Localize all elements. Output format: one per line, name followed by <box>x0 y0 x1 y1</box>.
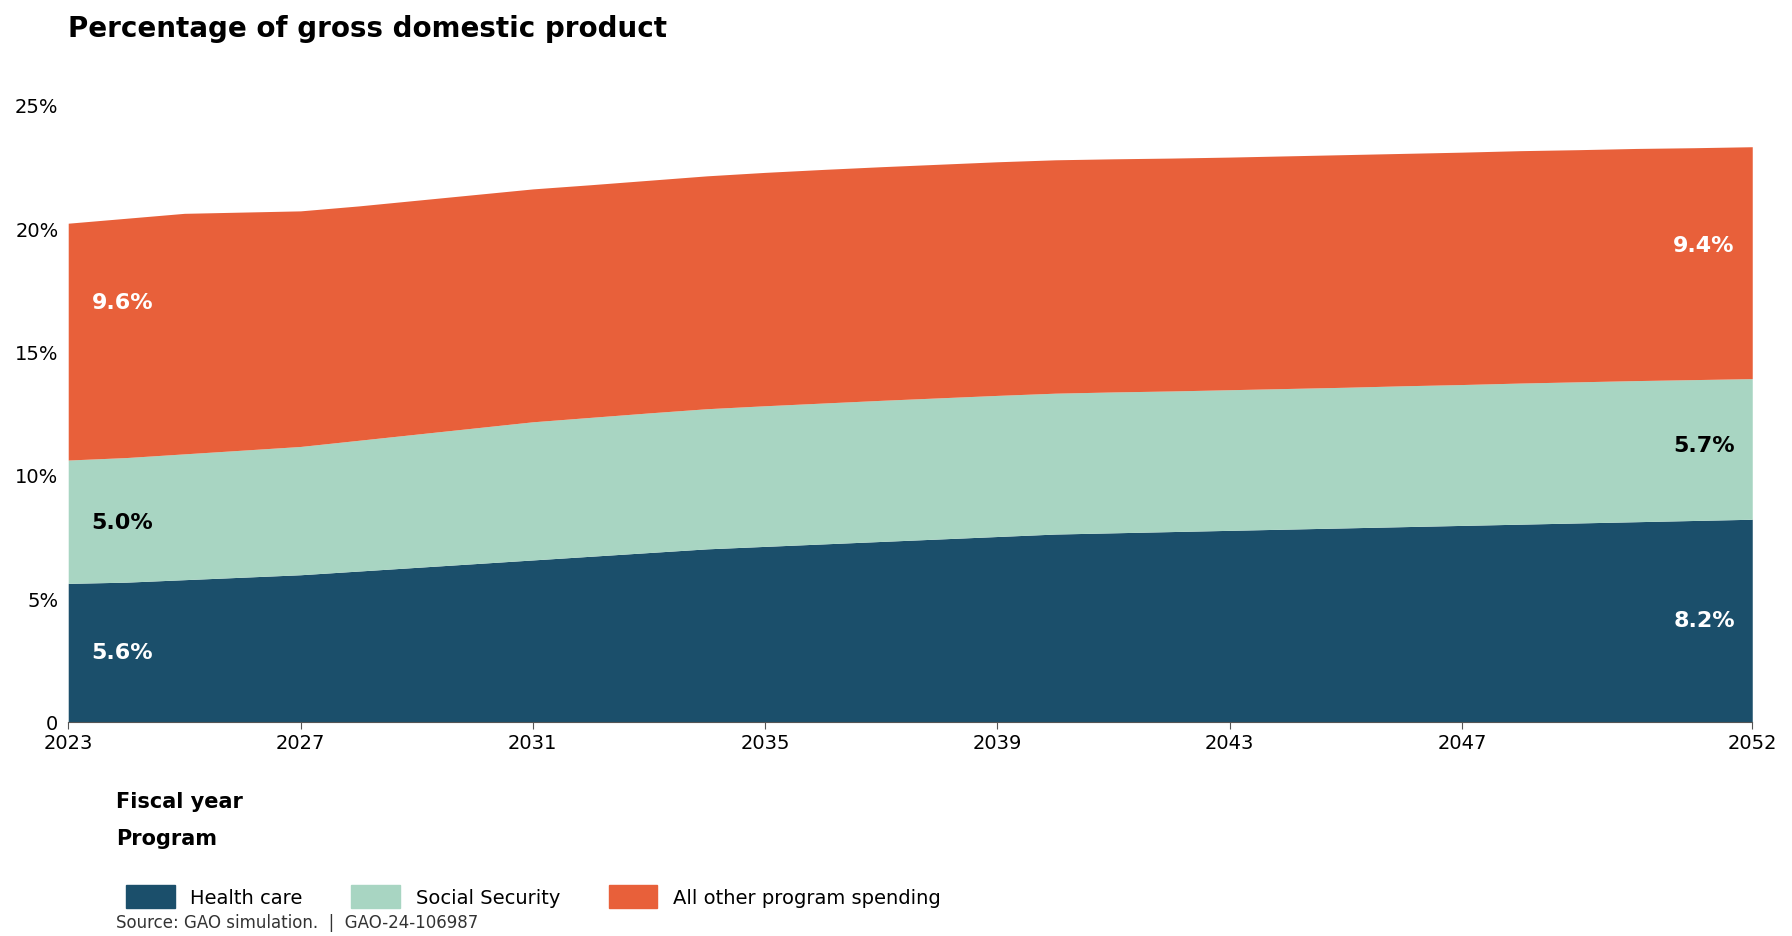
Text: 5.0%: 5.0% <box>91 512 152 533</box>
Text: Fiscal year: Fiscal year <box>116 791 244 811</box>
Legend: Health care, Social Security, All other program spending: Health care, Social Security, All other … <box>125 885 941 908</box>
Text: 5.7%: 5.7% <box>1674 436 1735 456</box>
Text: 5.6%: 5.6% <box>91 643 152 663</box>
Text: Source: GAO simulation.  |  GAO-24-106987: Source: GAO simulation. | GAO-24-106987 <box>116 914 478 931</box>
Text: 9.6%: 9.6% <box>91 293 152 313</box>
Text: 8.2%: 8.2% <box>1674 610 1735 631</box>
Text: Percentage of gross domestic product: Percentage of gross domestic product <box>68 15 667 43</box>
Text: Program: Program <box>116 828 217 848</box>
Text: 9.4%: 9.4% <box>1674 236 1735 256</box>
